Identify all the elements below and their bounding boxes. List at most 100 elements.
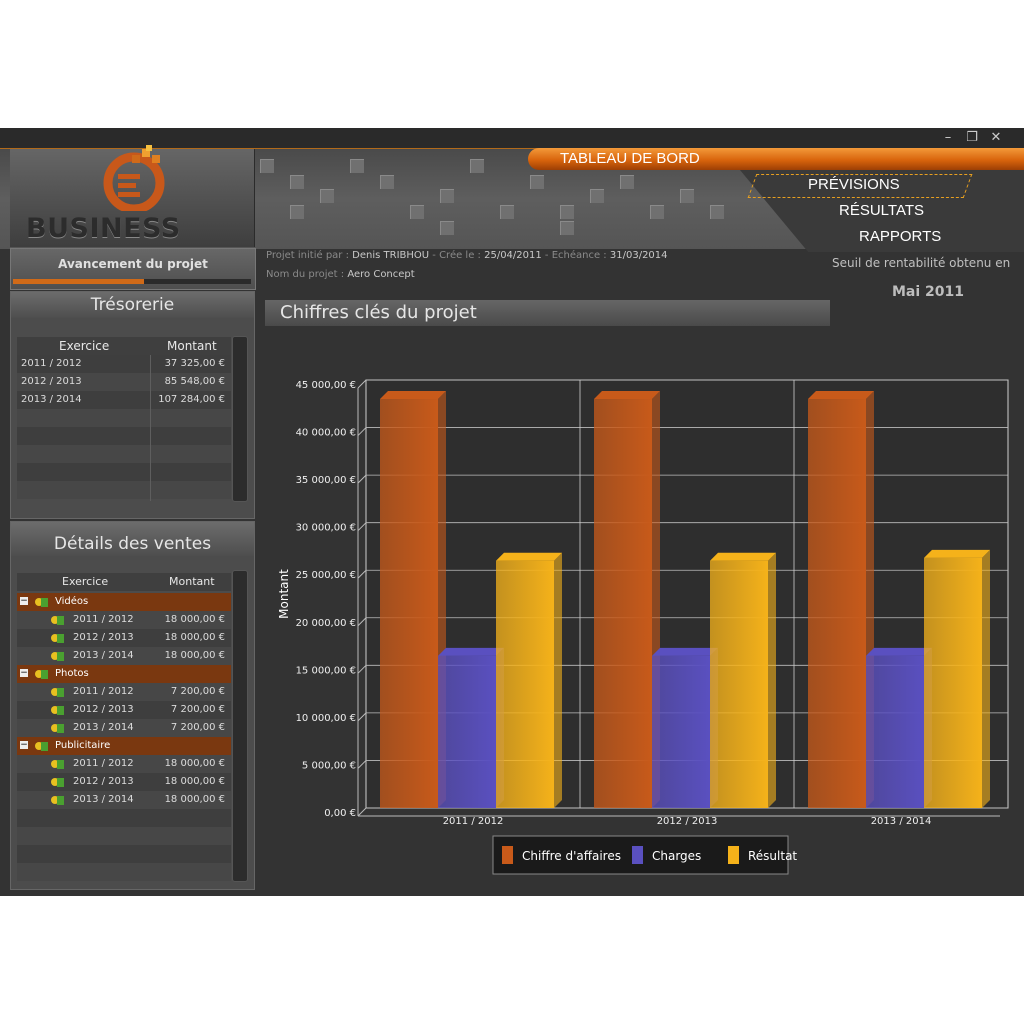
table-row[interactable]: 2012 / 2013 85 548,00 €: [17, 373, 231, 391]
nav-item-rapports[interactable]: RAPPORTS: [859, 228, 942, 245]
table-row[interactable]: 2012 / 2013 18 000,00 €: [17, 629, 231, 647]
title-bar: – ❐ ✕: [0, 128, 1024, 148]
row-montant: 18 000,00 €: [164, 614, 225, 625]
close-button[interactable]: ✕: [990, 130, 1002, 145]
row-exercice: 2011 / 2012: [21, 358, 82, 369]
collapse-icon[interactable]: −: [20, 668, 28, 678]
bar: [866, 655, 924, 808]
row-exercice: 2012 / 2013: [73, 632, 134, 643]
collapse-icon[interactable]: −: [20, 740, 28, 750]
row-montant: 7 200,00 €: [170, 722, 225, 733]
table-row[interactable]: 2011 / 2012 7 200,00 €: [17, 683, 231, 701]
table-row[interactable]: 2013 / 2014 18 000,00 €: [17, 791, 231, 809]
y-axis-label: Montant: [277, 569, 291, 619]
legend-label: Chiffre d'affaires: [522, 849, 621, 863]
created-value: 25/04/2011: [484, 250, 542, 261]
app-window: – ❐ ✕ BUSINESS PLAN: [0, 128, 1024, 896]
bar: [594, 399, 652, 808]
ventes-panel: Détails des ventes Exercice Montant − Vid…: [10, 521, 255, 890]
bar-top: [866, 647, 932, 656]
bar-top: [924, 549, 990, 558]
y-tick-label: 30 000,00 €: [296, 523, 356, 534]
project-name-value: Aero Concept: [347, 269, 415, 280]
bar: [438, 655, 496, 808]
folder-money-icon: [35, 742, 48, 751]
tresorerie-scrollbar[interactable]: [232, 336, 248, 502]
table-row[interactable]: 2013 / 2014 107 284,00 €: [17, 391, 231, 409]
table-row[interactable]: 2012 / 2013 18 000,00 €: [17, 773, 231, 791]
sale-item-icon: [51, 778, 64, 787]
due-value: 31/03/2014: [609, 250, 668, 261]
group-row-photos[interactable]: − Photos: [17, 665, 231, 683]
bar-side: [982, 549, 990, 808]
row-exercice: 2012 / 2013: [73, 776, 134, 787]
ventes-scrollbar[interactable]: [232, 570, 248, 882]
tresorerie-col-exercice: Exercice: [59, 339, 110, 353]
legend-swatch: [632, 846, 643, 864]
table-row[interactable]: 2013 / 2014 18 000,00 €: [17, 647, 231, 665]
nav-banner-label[interactable]: TABLEAU DE BORD: [560, 150, 700, 167]
sale-item-icon: [51, 796, 64, 805]
progress-fill: [13, 279, 144, 284]
minimize-button[interactable]: –: [944, 130, 952, 145]
nav-item-previsions[interactable]: PRÉVISIONS: [808, 176, 900, 193]
table-row[interactable]: 2011 / 2012 37 325,00 €: [17, 355, 231, 373]
group-label: Photos: [55, 668, 89, 679]
table-row: [17, 481, 231, 499]
row-exercice: 2012 / 2013: [21, 376, 82, 387]
bar-side: [554, 552, 562, 808]
bar: [808, 399, 866, 808]
collapse-icon[interactable]: −: [20, 596, 28, 606]
nav-item-resultats[interactable]: RÉSULTATS: [839, 202, 925, 219]
row-exercice: 2012 / 2013: [73, 704, 134, 715]
project-name-label: Nom du projet :: [266, 269, 345, 280]
y-tick-label: 35 000,00 €: [296, 475, 356, 486]
bar-top: [380, 391, 446, 400]
logo-emblem-icon: [103, 145, 165, 211]
ventes-col-montant: Montant: [169, 575, 215, 588]
legend-label: Résultat: [748, 849, 797, 863]
restore-button[interactable]: ❐: [966, 130, 978, 145]
row-montant: 107 284,00 €: [158, 394, 225, 405]
y-tick-label: 15 000,00 €: [296, 665, 356, 676]
row-montant: 18 000,00 €: [164, 776, 225, 787]
row-montant: 85 548,00 €: [164, 376, 225, 387]
row-exercice: 2013 / 2014: [21, 394, 82, 405]
bar: [652, 655, 710, 808]
bar: [380, 399, 438, 808]
initiated-label: Projet initié par :: [266, 250, 349, 261]
table-row[interactable]: 2012 / 2013 7 200,00 €: [17, 701, 231, 719]
table-row: [17, 427, 231, 445]
x-tick-label: 2011 / 2012: [443, 816, 504, 827]
empty-row: [17, 827, 231, 845]
row-exercice: 2011 / 2012: [73, 758, 134, 769]
bar-top: [438, 647, 504, 656]
empty-row: [17, 809, 231, 827]
empty-row: [17, 863, 231, 881]
group-row-publicitaire[interactable]: − Publicitaire: [17, 737, 231, 755]
gridline-depth: [357, 617, 367, 627]
y-tick-label: 25 000,00 €: [296, 570, 356, 581]
row-montant: 37 325,00 €: [164, 358, 225, 369]
nav-banner: [528, 148, 1024, 170]
column-divider: [150, 355, 151, 501]
row-montant: 7 200,00 €: [170, 704, 225, 715]
logo: BUSINESS PLAN: [10, 145, 255, 275]
gridline-depth: [357, 760, 367, 769]
bar-top: [496, 552, 562, 561]
breakeven-value: Mai 2011: [892, 284, 965, 300]
table-row[interactable]: 2011 / 2012 18 000,00 €: [17, 755, 231, 773]
gridline-depth: [357, 807, 367, 817]
table-row[interactable]: 2013 / 2014 7 200,00 €: [17, 719, 231, 737]
group-row-vidéos[interactable]: − Vidéos: [17, 593, 231, 611]
table-row[interactable]: 2011 / 2012 18 000,00 €: [17, 611, 231, 629]
table-row: [17, 409, 231, 427]
legend-label: Charges: [652, 849, 701, 863]
project-info-line2: Nom du projet : Aero Concept: [266, 269, 415, 280]
y-tick-label: 10 000,00 €: [296, 713, 356, 724]
gridline-depth: [357, 664, 367, 674]
chart-title-bar: [265, 300, 830, 326]
bar-top: [710, 552, 776, 561]
bar: [710, 560, 768, 808]
table-row: [17, 445, 231, 463]
